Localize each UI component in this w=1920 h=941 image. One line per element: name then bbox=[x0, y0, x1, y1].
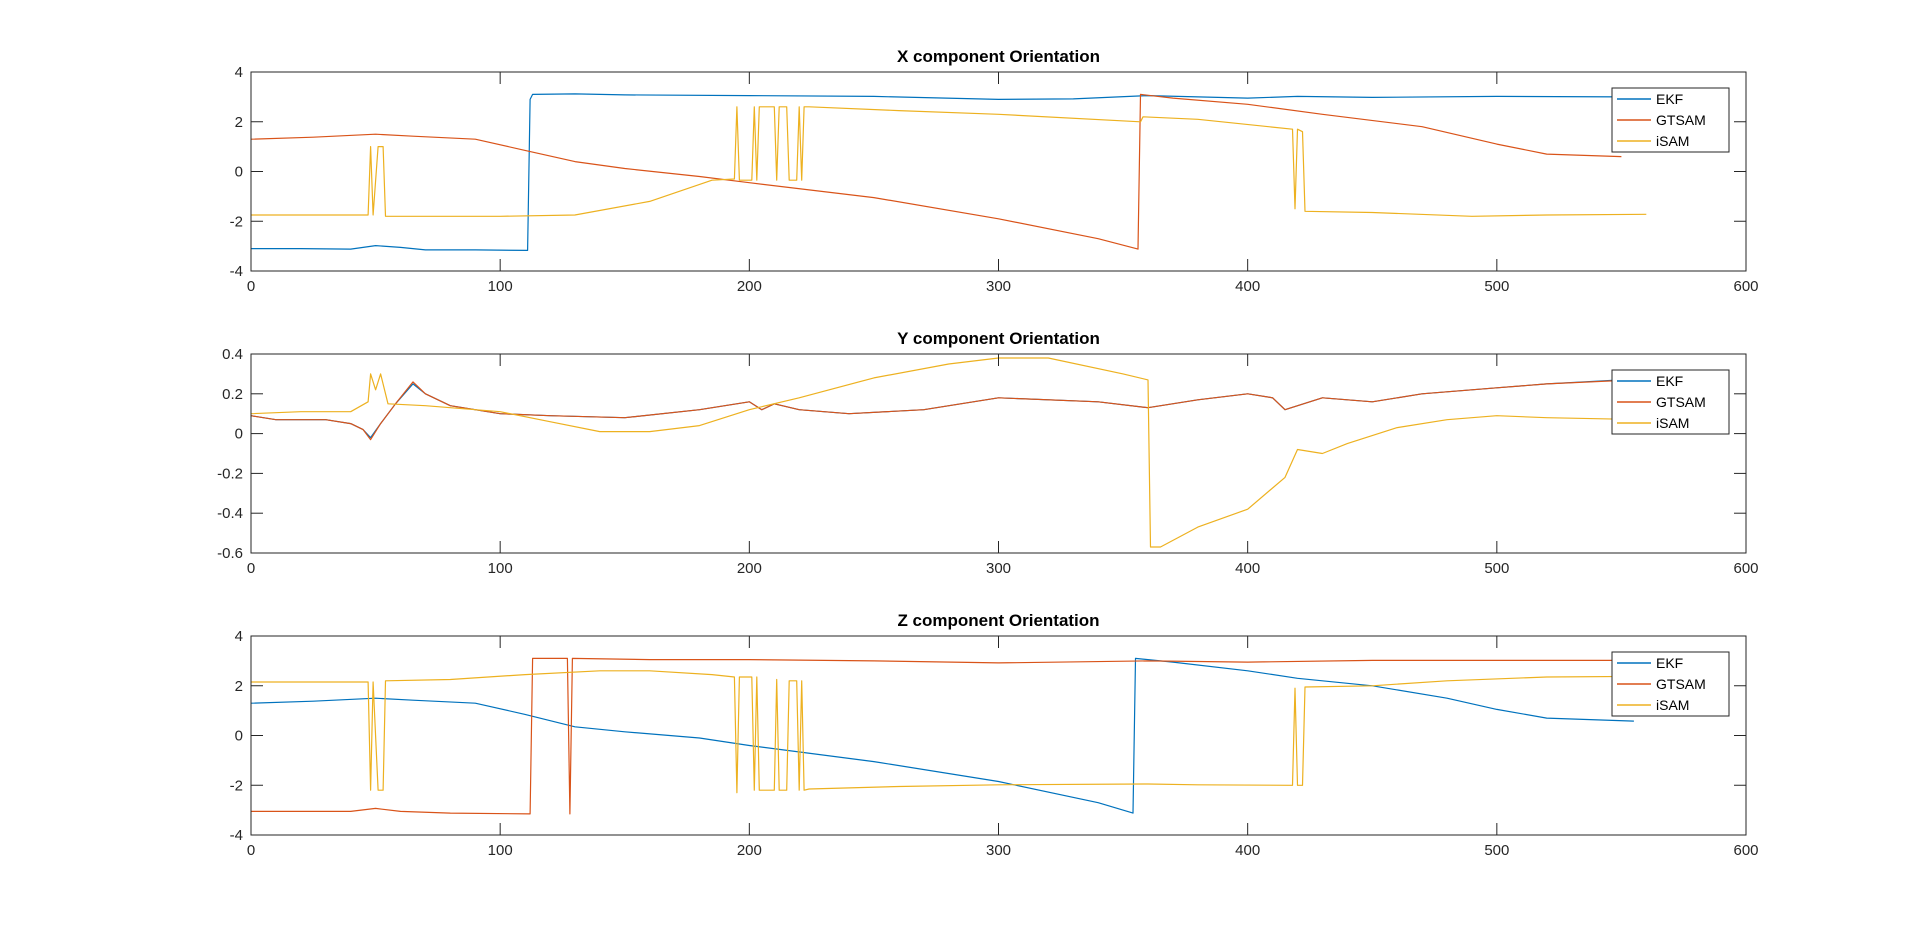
legend-label-gtsam: GTSAM bbox=[1656, 676, 1706, 692]
chart-panel-2: Y component Orientation 0 100 200 300 400 500 6… bbox=[217, 329, 1758, 577]
y-tick-label: 0.2 bbox=[222, 386, 243, 403]
series-group bbox=[251, 93, 1647, 251]
y-tick-label: 0 bbox=[235, 728, 243, 745]
y-tick-label: 0 bbox=[235, 426, 243, 443]
legend-label-isam: iSAM bbox=[1656, 415, 1689, 431]
x-tick-label: 200 bbox=[737, 842, 762, 859]
x-tick-label: 0 bbox=[247, 560, 255, 577]
series-line-isam bbox=[251, 670, 1647, 794]
chart-title: Z component Orientation bbox=[897, 611, 1099, 630]
y-tick-label: 2 bbox=[235, 114, 243, 131]
legend: EKF GTSAM iSAM bbox=[1611, 369, 1730, 435]
y-tick-label: 4 bbox=[235, 628, 243, 645]
x-tick-label: 100 bbox=[488, 560, 513, 577]
x-tick-label: 600 bbox=[1733, 278, 1758, 295]
x-tick-label: 200 bbox=[737, 560, 762, 577]
x-tick-label: 400 bbox=[1235, 560, 1260, 577]
x-tick-label: 500 bbox=[1484, 560, 1509, 577]
x-tick-label: 600 bbox=[1733, 842, 1758, 859]
x-tick-label: 0 bbox=[247, 278, 255, 295]
legend: EKF GTSAM iSAM bbox=[1611, 87, 1730, 153]
legend-label-gtsam: GTSAM bbox=[1656, 112, 1706, 128]
x-tick-label: 100 bbox=[488, 842, 513, 859]
plot-area bbox=[251, 636, 1746, 835]
x-tick-label: 300 bbox=[986, 560, 1011, 577]
legend-label-isam: iSAM bbox=[1656, 133, 1689, 149]
x-tick-label: 400 bbox=[1235, 278, 1260, 295]
chart-panel-1: X component Orientation 0 100 200 300 400 500 6… bbox=[230, 47, 1759, 295]
series-line-isam bbox=[251, 106, 1647, 217]
series-line-gtsam bbox=[251, 93, 1622, 250]
plot-area bbox=[251, 72, 1746, 271]
y-tick-label: 4 bbox=[235, 64, 243, 81]
x-tick-label: 300 bbox=[986, 842, 1011, 859]
y-tick-label: -0.4 bbox=[217, 505, 243, 522]
chart-panel-3: Z component Orientation 0 100 200 300 400 500 6… bbox=[230, 611, 1759, 859]
legend-label-isam: iSAM bbox=[1656, 697, 1689, 713]
legend-label-ekf: EKF bbox=[1656, 655, 1683, 671]
x-tick-label: 600 bbox=[1733, 560, 1758, 577]
x-tick-label: 500 bbox=[1484, 842, 1509, 859]
x-tick-label: 400 bbox=[1235, 842, 1260, 859]
y-tick-label: -4 bbox=[230, 263, 243, 280]
x-tick-label: 0 bbox=[247, 842, 255, 859]
legend-label-gtsam: GTSAM bbox=[1656, 394, 1706, 410]
legend-label-ekf: EKF bbox=[1656, 91, 1683, 107]
x-tick-label: 200 bbox=[737, 278, 762, 295]
y-tick-label: 0.4 bbox=[222, 346, 243, 363]
x-tick-label: 500 bbox=[1484, 278, 1509, 295]
y-tick-label: -0.6 bbox=[217, 545, 243, 562]
y-tick-label: -2 bbox=[230, 213, 243, 230]
chart-title: X component Orientation bbox=[897, 47, 1100, 66]
series-group bbox=[251, 357, 1647, 548]
series-group bbox=[251, 657, 1647, 815]
y-tick-label: 2 bbox=[235, 678, 243, 695]
legend-label-ekf: EKF bbox=[1656, 373, 1683, 389]
y-tick-label: -4 bbox=[230, 827, 243, 844]
series-line-ekf bbox=[251, 657, 1634, 814]
y-tick-label: -2 bbox=[230, 777, 243, 794]
y-tick-label: 0 bbox=[235, 164, 243, 181]
series-line-isam bbox=[251, 357, 1647, 548]
chart-title: Y component Orientation bbox=[897, 329, 1100, 348]
y-tick-label: -0.2 bbox=[217, 465, 243, 482]
series-line-gtsam bbox=[251, 657, 1622, 815]
series-line-gtsam bbox=[251, 379, 1634, 441]
series-line-ekf bbox=[251, 93, 1622, 251]
x-tick-label: 300 bbox=[986, 278, 1011, 295]
x-tick-label: 100 bbox=[488, 278, 513, 295]
plot-area bbox=[251, 354, 1746, 553]
legend: EKF GTSAM iSAM bbox=[1611, 651, 1730, 717]
